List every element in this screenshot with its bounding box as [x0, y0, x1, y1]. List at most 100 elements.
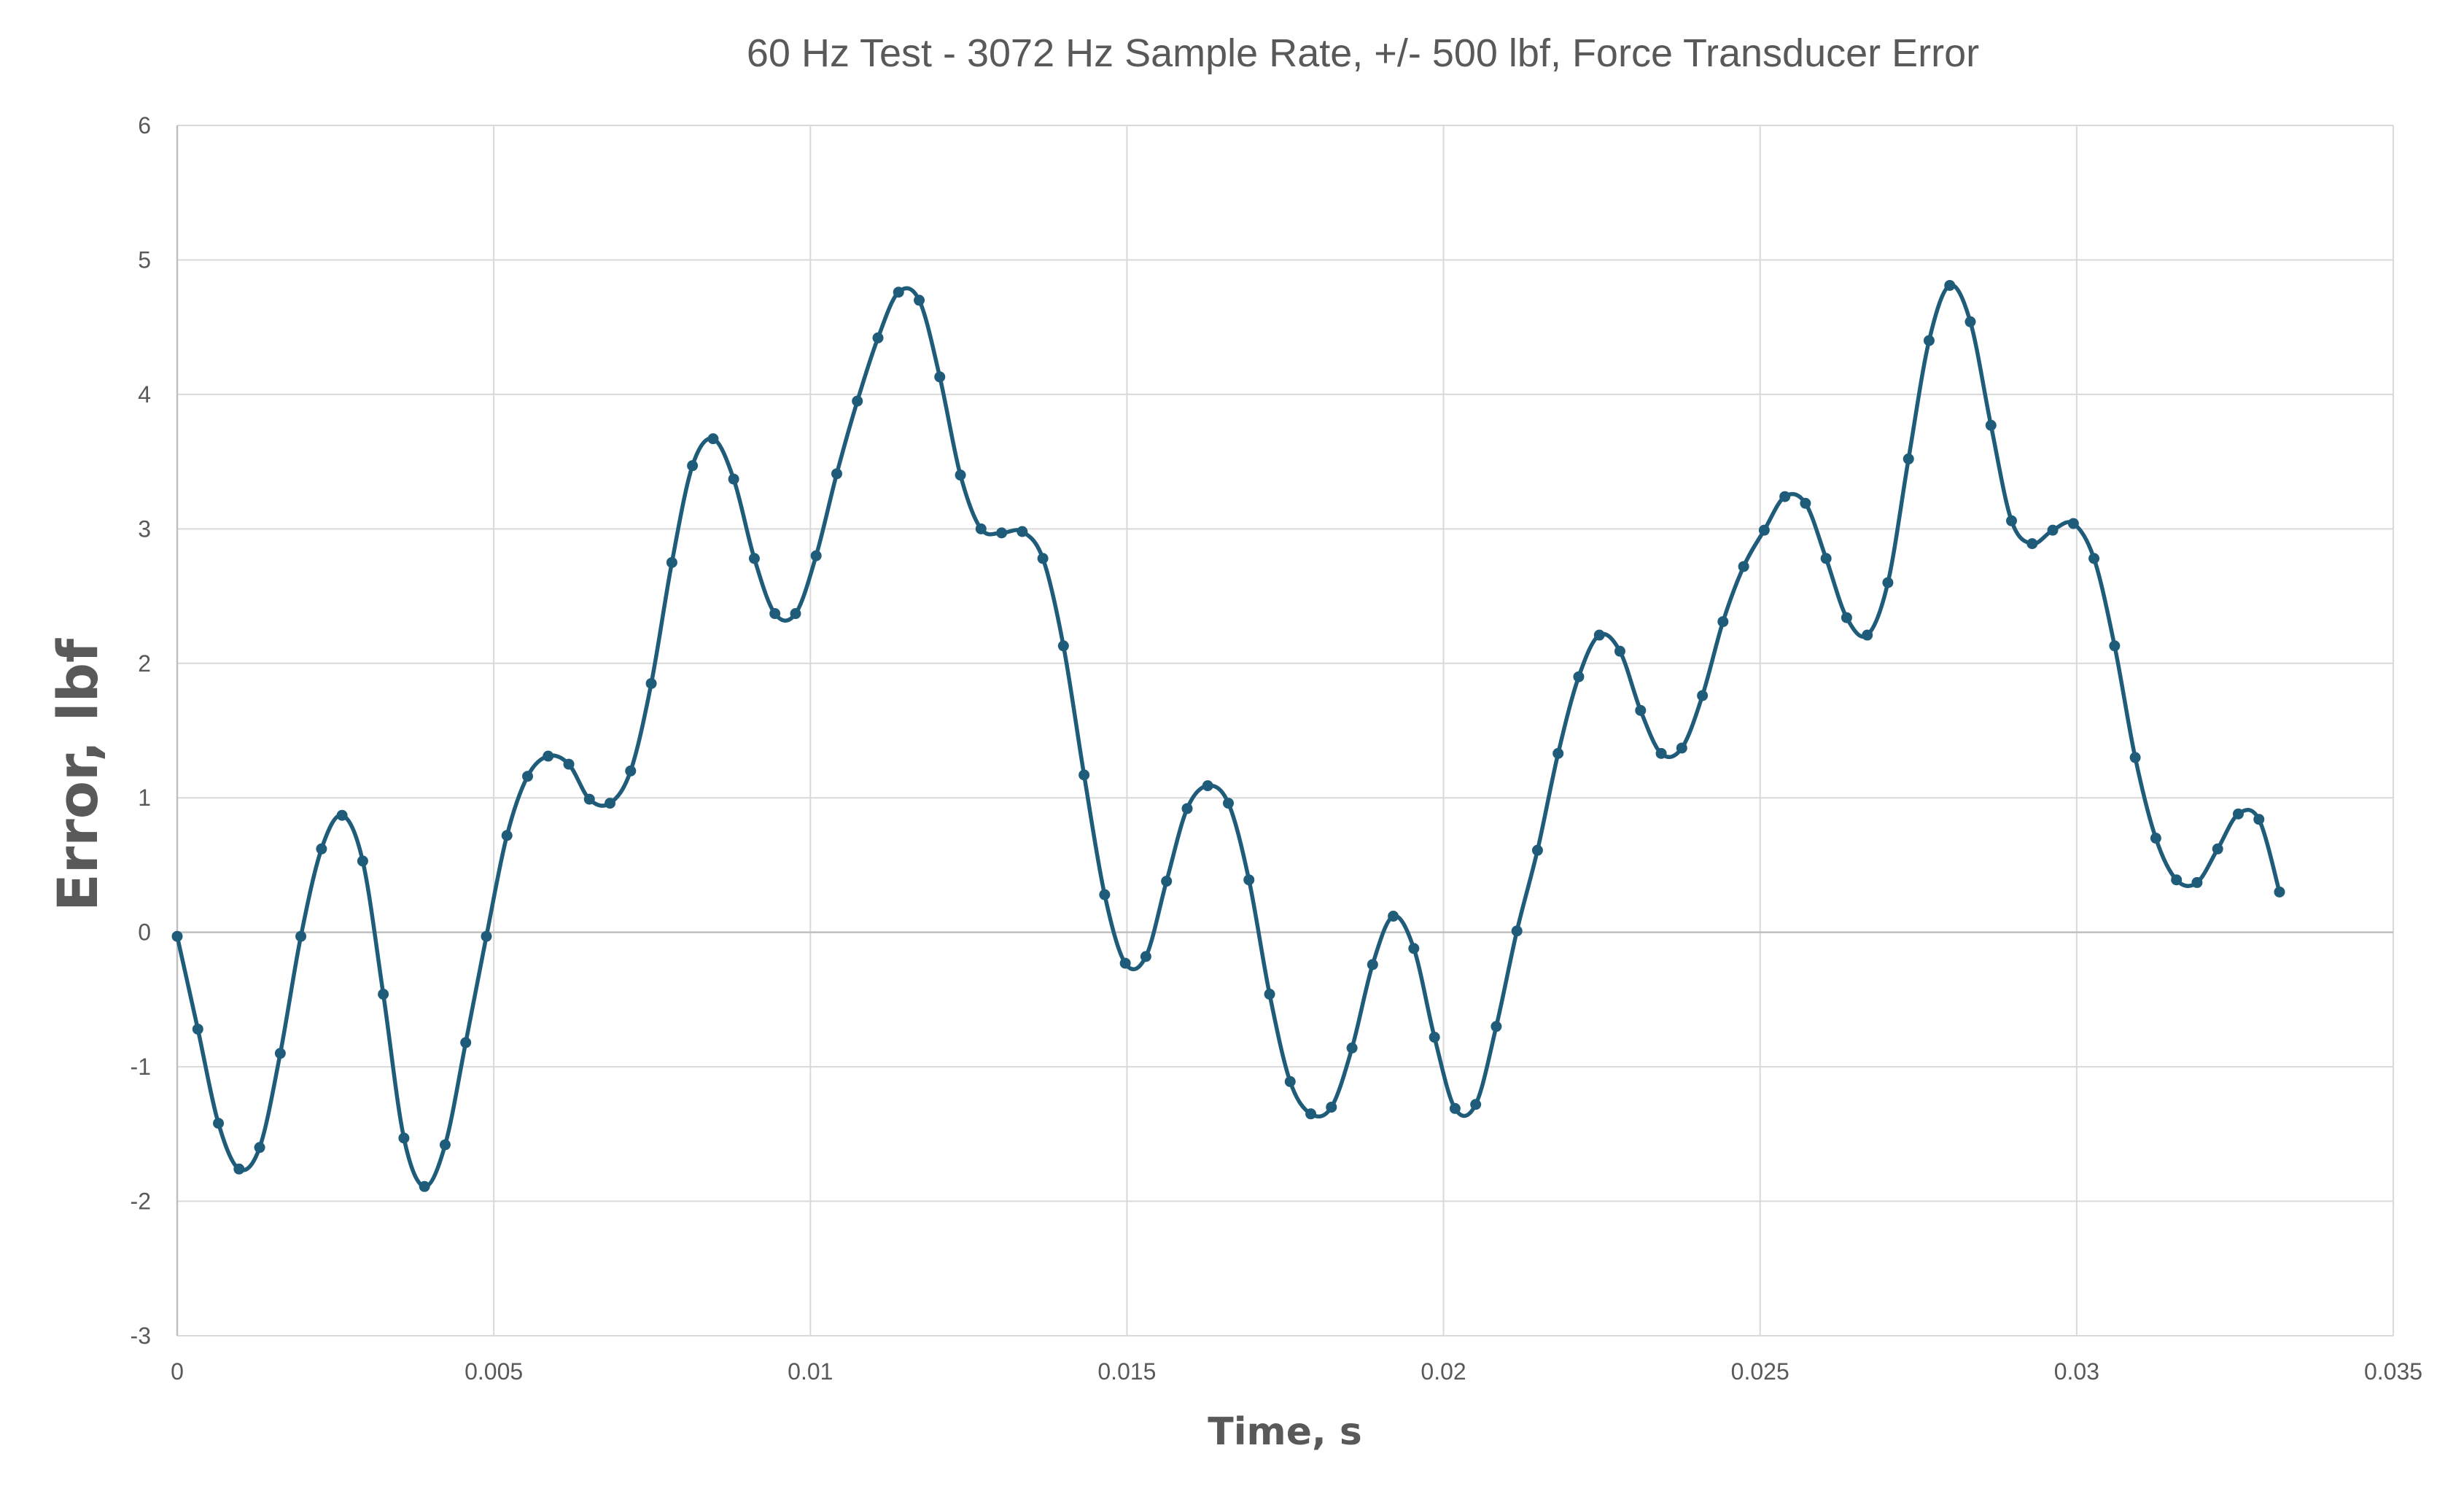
data-point	[2212, 843, 2223, 855]
data-point	[625, 765, 637, 777]
data-point	[1800, 497, 1811, 509]
data-point	[1964, 316, 1976, 327]
data-point	[543, 750, 554, 762]
series-error	[171, 279, 2285, 1192]
data-point	[1079, 769, 1090, 781]
x-tick-label: 0.005	[465, 1358, 523, 1385]
data-point	[1491, 1021, 1502, 1032]
data-point	[378, 989, 389, 1000]
data-point	[605, 798, 616, 809]
chart-title: 60 Hz Test - 3072 Hz Sample Rate, +/- 50…	[747, 31, 1979, 75]
data-point	[336, 809, 348, 821]
data-point	[274, 1048, 286, 1059]
data-point	[1882, 577, 1894, 588]
gridlines	[177, 125, 2394, 1336]
x-tick-label: 0.025	[1731, 1358, 1789, 1385]
data-point	[975, 523, 987, 534]
data-point	[2232, 808, 2244, 820]
data-point	[1119, 957, 1131, 969]
tick-labels: -3 -2 -1 0 1 2 3 4 5 6 0 0.005 0.01 0.015 0.02 0.025 0.0…	[131, 112, 2422, 1385]
y-tick-label: 0	[138, 919, 151, 946]
data-point	[1511, 925, 1523, 937]
data-point	[1552, 747, 1564, 759]
data-point	[1944, 279, 1956, 291]
data-point	[1305, 1108, 1317, 1120]
data-point	[522, 771, 534, 782]
data-point	[213, 1118, 225, 1129]
data-point	[1593, 629, 1605, 641]
data-point	[687, 460, 699, 472]
y-tick-label: 6	[138, 112, 151, 139]
y-tick-label: 4	[138, 381, 151, 408]
data-point	[2274, 886, 2285, 898]
data-point	[1614, 645, 1625, 657]
x-tick-label: 0.01	[788, 1358, 833, 1385]
data-point	[1779, 491, 1791, 502]
data-point	[1697, 690, 1709, 701]
data-point	[728, 473, 739, 485]
data-point	[1264, 989, 1275, 1000]
data-point	[2150, 833, 2161, 844]
data-point	[316, 843, 327, 855]
data-point	[934, 371, 946, 383]
data-point	[1408, 943, 1420, 954]
data-point	[1429, 1032, 1440, 1043]
data-point	[2129, 752, 2141, 763]
data-point	[2109, 640, 2121, 652]
data-point	[1057, 640, 1069, 652]
data-point	[666, 556, 677, 568]
data-point	[1985, 419, 1997, 431]
data-point	[1862, 629, 1873, 641]
data-point	[2047, 524, 2059, 536]
data-point	[1923, 335, 1935, 346]
data-point	[769, 608, 781, 620]
data-point	[893, 287, 904, 298]
y-tick-label: 5	[138, 246, 151, 273]
data-point	[1367, 959, 1378, 970]
data-point	[1326, 1101, 1337, 1113]
data-point	[810, 550, 822, 561]
y-tick-label: -3	[131, 1323, 151, 1349]
data-point	[1099, 889, 1111, 900]
data-point	[2191, 876, 2203, 888]
data-point	[852, 395, 863, 407]
data-point	[707, 433, 719, 445]
axes	[176, 125, 2393, 1336]
data-point	[1758, 524, 1770, 536]
data-point	[1243, 874, 1255, 886]
data-point	[1573, 671, 1585, 682]
x-tick-label: 0.03	[2054, 1358, 2099, 1385]
data-point	[1717, 616, 1729, 628]
data-point	[1388, 911, 1399, 922]
data-point	[2026, 538, 2038, 550]
data-point	[1635, 704, 1647, 716]
data-point	[1202, 780, 1213, 792]
x-tick-label: 0.015	[1097, 1358, 1156, 1385]
data-point	[1181, 803, 1193, 814]
data-point	[501, 830, 513, 841]
data-point	[2253, 814, 2265, 825]
data-point	[1017, 526, 1028, 537]
data-point	[996, 527, 1008, 539]
y-tick-label: 1	[138, 785, 151, 811]
data-point	[1284, 1075, 1296, 1087]
data-point	[357, 855, 368, 867]
data-point	[831, 468, 842, 480]
data-point	[955, 470, 966, 481]
x-tick-label: 0.02	[1421, 1358, 1466, 1385]
y-tick-label: 2	[138, 650, 151, 677]
x-tick-label: 0.035	[2364, 1358, 2422, 1385]
data-point	[233, 1163, 245, 1175]
data-point	[583, 793, 595, 805]
data-point	[460, 1037, 472, 1048]
y-tick-label: 3	[138, 515, 151, 542]
data-point	[171, 930, 183, 942]
data-point	[1841, 612, 1852, 623]
data-point	[295, 930, 307, 942]
data-point	[872, 332, 884, 343]
data-point	[1470, 1099, 1482, 1110]
data-point	[1676, 742, 1687, 754]
x-axis-title: Time, s	[1208, 1410, 1362, 1454]
